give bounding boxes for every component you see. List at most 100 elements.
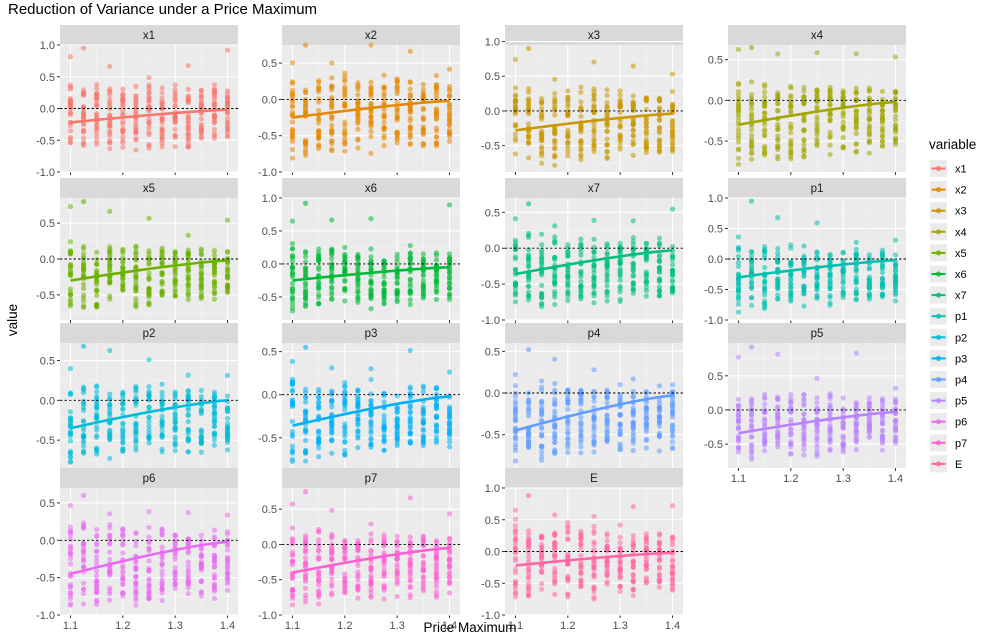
- data-point: [407, 414, 413, 420]
- y-tick-label: -0.5: [481, 279, 500, 291]
- data-point: [407, 391, 413, 397]
- data-point: [433, 296, 440, 303]
- data-point: [355, 289, 361, 295]
- data-point: [591, 110, 597, 116]
- data-point: [656, 416, 663, 422]
- data-point: [146, 538, 152, 545]
- data-point: [185, 388, 191, 394]
- data-point: [630, 238, 636, 245]
- data-point: [289, 119, 296, 125]
- data-point: [302, 303, 309, 309]
- data-point: [316, 246, 322, 252]
- data-point: [381, 142, 387, 149]
- data-point: [840, 259, 846, 265]
- data-point: [539, 411, 545, 417]
- data-point: [552, 154, 558, 160]
- data-point: [120, 86, 126, 92]
- data-point: [814, 117, 820, 123]
- y-tick-label: 1.0: [40, 40, 55, 52]
- data-point: [185, 136, 191, 143]
- data-point: [368, 398, 374, 404]
- data-point: [185, 250, 191, 256]
- data-point: [107, 267, 113, 273]
- data-point: [107, 585, 113, 591]
- data-point: [211, 552, 218, 558]
- data-point: [420, 251, 426, 257]
- data-point: [67, 556, 74, 562]
- data-point: [146, 106, 152, 112]
- data-point: [656, 292, 663, 299]
- data-point: [80, 92, 87, 98]
- data-point: [289, 456, 296, 462]
- data-point: [198, 285, 204, 292]
- data-point: [198, 449, 204, 455]
- data-point: [342, 298, 348, 304]
- data-point: [801, 396, 807, 402]
- data-point: [565, 421, 571, 427]
- facet-strip: [505, 25, 683, 45]
- data-point: [879, 88, 886, 95]
- data-point: [420, 436, 426, 442]
- data-point: [159, 389, 165, 395]
- data-point: [578, 146, 584, 152]
- data-point: [146, 302, 152, 308]
- data-point: [656, 235, 663, 241]
- y-tick-label: -0.5: [258, 131, 277, 143]
- data-point: [407, 301, 413, 308]
- data-point: [355, 277, 361, 283]
- data-point: [302, 386, 309, 392]
- data-point: [617, 269, 623, 276]
- data-point: [355, 145, 361, 151]
- data-point: [525, 139, 532, 145]
- data-point: [735, 161, 742, 167]
- data-point: [420, 286, 426, 292]
- data-point: [735, 82, 742, 88]
- data-point: [762, 409, 768, 415]
- data-point: [853, 446, 859, 453]
- data-point: [420, 442, 426, 449]
- x-tick-label: 1.2: [783, 473, 798, 485]
- data-point: [146, 509, 152, 515]
- data-point: [788, 242, 794, 248]
- data-point: [892, 252, 899, 258]
- facet-strip: [60, 178, 238, 198]
- data-point: [185, 540, 191, 546]
- data-point: [604, 283, 610, 289]
- data-point: [762, 132, 768, 139]
- data-point: [565, 130, 571, 136]
- data-point: [669, 410, 676, 416]
- facet-strip-label: x5: [143, 183, 155, 195]
- data-point: [827, 253, 833, 259]
- data-point: [224, 557, 231, 564]
- data-point: [407, 425, 413, 431]
- data-point: [827, 285, 833, 291]
- data-point: [552, 423, 558, 429]
- data-point: [853, 403, 859, 409]
- data-point: [159, 255, 165, 261]
- data-point: [146, 419, 152, 425]
- data-point: [827, 117, 833, 123]
- data-point: [146, 357, 152, 363]
- data-point: [342, 90, 348, 96]
- data-point: [879, 265, 886, 272]
- data-point: [762, 305, 768, 312]
- data-point: [316, 280, 322, 286]
- points: [735, 198, 899, 315]
- data-point: [211, 133, 218, 139]
- facet-strip-label: x3: [588, 30, 600, 42]
- data-point: [407, 108, 413, 115]
- data-point: [814, 294, 820, 300]
- data-point: [172, 576, 178, 582]
- data-point: [892, 425, 899, 431]
- data-point: [342, 264, 348, 270]
- data-point: [133, 83, 139, 90]
- data-point: [656, 408, 663, 414]
- data-point: [368, 294, 374, 300]
- data-point: [801, 441, 807, 447]
- data-point: [840, 420, 846, 426]
- data-point: [578, 436, 584, 443]
- data-point: [94, 383, 100, 389]
- data-point: [775, 156, 781, 162]
- data-point: [316, 256, 322, 262]
- fit-line: [292, 265, 450, 282]
